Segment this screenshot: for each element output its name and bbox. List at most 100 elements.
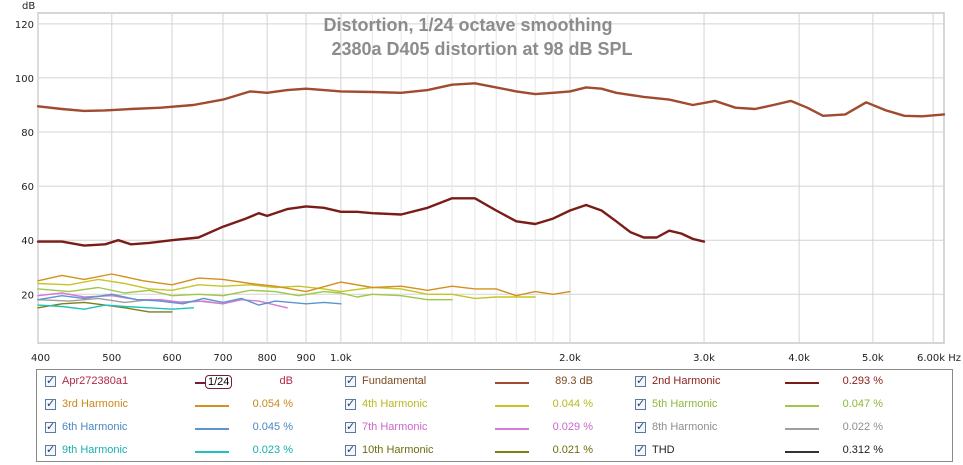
legend-value: 0.054 %	[252, 398, 293, 410]
legend-swatch	[195, 451, 229, 453]
legend-value: 0.044 %	[552, 398, 593, 410]
legend-value: 0.312 %	[842, 444, 883, 456]
legend-label: THD	[652, 444, 675, 456]
legend-checkbox-fundamental[interactable]	[345, 374, 356, 387]
x-tick-label: 6.00k Hz	[917, 353, 961, 364]
legend-checkbox-4th-harmonic[interactable]	[345, 397, 356, 410]
legend-item-9th-harmonic: 9th Harmonic 0.023 %	[37, 441, 337, 461]
legend-value: 0.045 %	[252, 421, 293, 433]
legend-checkbox-8th-harmonic[interactable]	[635, 420, 646, 433]
legend-swatch	[495, 451, 529, 453]
legend-item-5th-harmonic: 5th Harmonic 0.047 %	[627, 395, 927, 415]
axis-labels: 20 40 60 80 100 120 400 500 600 700 800 900 1.0k 2.0k…	[15, 20, 961, 364]
legend-value: 0.293 %	[842, 375, 883, 387]
legend-label: 2nd Harmonic	[652, 375, 721, 387]
x-tick-label: 5.0k	[862, 353, 884, 364]
y-tick-label: 120	[15, 20, 34, 31]
series-line-6th-harmonic	[37, 293, 342, 306]
legend-swatch	[785, 382, 819, 384]
legend-checkbox-thd[interactable]	[635, 443, 646, 456]
x-tick-label: 500	[102, 353, 121, 364]
legend-label: 6th Harmonic	[62, 421, 128, 433]
legend-swatch	[785, 451, 819, 453]
legend-value: dB	[279, 375, 293, 387]
legend-checkbox-5th-harmonic[interactable]	[635, 397, 646, 410]
y-tick-label: 40	[21, 236, 34, 247]
chart-title: Distortion, 1/24 octave smoothing	[323, 15, 612, 35]
legend-item-3rd-harmonic: 3rd Harmonic 0.054 %	[37, 395, 337, 415]
legend-row: 9th Harmonic 0.023 % 10th Harmonic 0.021 % T…	[37, 441, 952, 461]
legend-swatch	[785, 405, 819, 407]
legend-row: 3rd Harmonic 0.054 % 4th Harmonic 0.044 % 5t…	[37, 395, 952, 415]
legend-value: 0.021 %	[552, 444, 593, 456]
legend-item-10th-harmonic: 10th Harmonic 0.021 %	[337, 441, 637, 461]
legend-checkbox-7th-harmonic[interactable]	[345, 420, 356, 433]
legend-checkbox-2nd-harmonic[interactable]	[635, 374, 646, 387]
y-tick-label: 60	[21, 182, 34, 193]
series-line-fundamental	[36, 82, 946, 118]
legend-checkbox-6th-harmonic[interactable]	[45, 420, 56, 433]
legend-swatch	[195, 382, 205, 384]
series-line-9th-harmonic	[37, 304, 195, 310]
legend-checkbox-10th-harmonic[interactable]	[345, 443, 356, 456]
legend-item-2nd-harmonic: 2nd Harmonic 0.293 %	[627, 372, 927, 392]
series-line-3rd-harmonic	[37, 273, 571, 297]
legend-item-7th-harmonic: 7th Harmonic 0.029 %	[337, 418, 637, 438]
legend-swatch	[495, 382, 529, 384]
legend-swatch	[495, 405, 529, 407]
y-axis-label: dB	[22, 1, 35, 12]
x-tick-label: 800	[258, 353, 277, 364]
legend-value: 0.029 %	[552, 421, 593, 433]
series-line-4th-harmonic	[37, 278, 536, 300]
series-line-7th-harmonic	[37, 292, 288, 309]
legend-item-thd: THD 0.312 %	[627, 441, 927, 461]
y-tick-label: 20	[21, 290, 34, 301]
legend-swatch	[785, 428, 819, 430]
grid	[37, 13, 944, 343]
legend-checkbox-apr272380a1[interactable]	[45, 374, 56, 387]
x-tick-label: 900	[297, 353, 316, 364]
legend-swatch	[495, 428, 529, 430]
x-tick-label: 2.0k	[559, 353, 581, 364]
smoothing-badge[interactable]: 1/24	[205, 375, 233, 389]
legend-label: 10th Harmonic	[362, 444, 434, 456]
legend-swatch	[195, 428, 229, 430]
legend-label: 4th Harmonic	[362, 398, 428, 410]
legend-value: 89.3 dB	[555, 375, 593, 387]
series-lines	[36, 82, 946, 313]
y-tick-label: 80	[21, 128, 34, 139]
distortion-chart: 20 40 60 80 100 120 400 500 600 700 800 900 1.0k 2.0k…	[15, 1, 961, 364]
legend-checkbox-3rd-harmonic[interactable]	[45, 397, 56, 410]
legend-item-fundamental: Fundamental 89.3 dB	[337, 372, 637, 392]
legend-value: 0.022 %	[842, 421, 883, 433]
legend-value: 0.047 %	[842, 398, 883, 410]
legend-label: Fundamental	[362, 375, 427, 387]
legend-item-6th-harmonic: 6th Harmonic 0.045 %	[37, 418, 337, 438]
legend-swatch	[195, 405, 229, 407]
series-line-5th-harmonic	[37, 286, 453, 301]
legend-item-8th-harmonic: 8th Harmonic 0.022 %	[627, 418, 927, 438]
x-tick-label: 4.0k	[788, 353, 810, 364]
legend-panel: Apr272380a1 1/24 dB Fundamental 89.3 dB 2nd H…	[36, 369, 953, 462]
x-tick-label: 600	[162, 353, 181, 364]
series-line-2nd-harmonic	[36, 197, 706, 247]
x-tick-label: 400	[31, 353, 50, 364]
legend-row: Apr272380a1 1/24 dB Fundamental 89.3 dB 2nd H…	[37, 372, 952, 392]
y-tick-label: 100	[15, 74, 34, 85]
legend-label: 9th Harmonic	[62, 444, 128, 456]
legend-value: 0.023 %	[252, 444, 293, 456]
legend-label: 8th Harmonic	[652, 421, 718, 433]
legend-item-4th-harmonic: 4th Harmonic 0.044 %	[337, 395, 637, 415]
legend-row: 6th Harmonic 0.045 % 7th Harmonic 0.029 % 8t…	[37, 418, 952, 438]
legend-label: 5th Harmonic	[652, 398, 718, 410]
x-tick-label: 1.0k	[330, 353, 352, 364]
legend-label: 3rd Harmonic	[62, 398, 129, 410]
chart-subtitle: 2380a D405 distortion at 98 dB SPL	[331, 39, 632, 59]
legend-label: 7th Harmonic	[362, 421, 428, 433]
legend-checkbox-9th-harmonic[interactable]	[45, 443, 56, 456]
x-tick-label: 3.0k	[693, 353, 715, 364]
x-tick-label: 700	[213, 353, 232, 364]
plot-area	[37, 12, 945, 344]
legend-label: Apr272380a1	[62, 375, 129, 387]
legend-item-apr272380a1: Apr272380a1 1/24 dB	[37, 372, 337, 392]
